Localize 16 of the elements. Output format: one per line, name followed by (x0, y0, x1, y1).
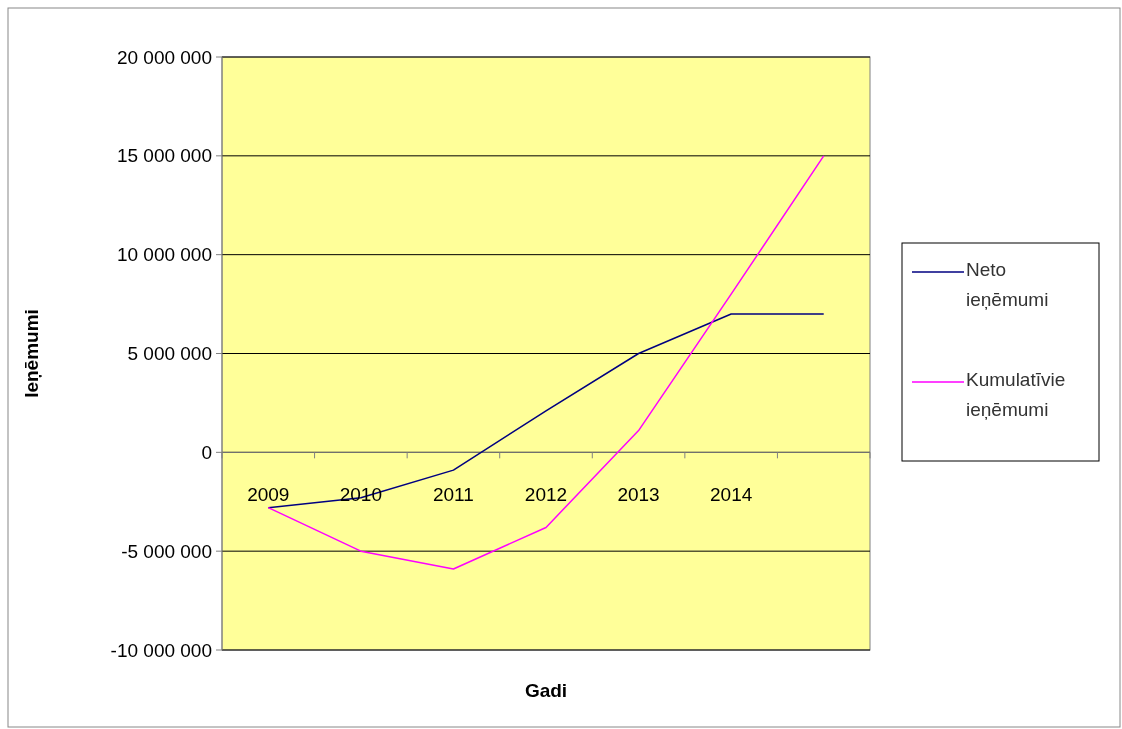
x-tick-label: 2014 (710, 484, 753, 506)
y-tick-label: -5 000 000 (121, 540, 212, 562)
y-tick-label: -10 000 000 (110, 639, 212, 661)
x-tick-label: 2013 (617, 484, 660, 506)
x-tick-label: 2011 (433, 484, 474, 506)
x-tick-label: 2012 (524, 484, 568, 506)
legend-label: Neto ieņēmumi (966, 258, 1049, 310)
y-tick-label: 10 000 000 (116, 244, 212, 266)
y-tick-label: 20 000 000 (116, 46, 212, 68)
y-tick-label: 15 000 000 (116, 145, 212, 167)
legend-label: Kumulatīvie ieņēmumi (966, 368, 1066, 420)
y-axis-title: Ieņēmumi (21, 309, 42, 398)
y-tick-label: 5 000 000 (127, 343, 212, 365)
x-tick-label: 2009 (247, 484, 290, 506)
y-tick-label: 0 (201, 441, 212, 463)
x-axis-title: Gadi (524, 680, 568, 701)
